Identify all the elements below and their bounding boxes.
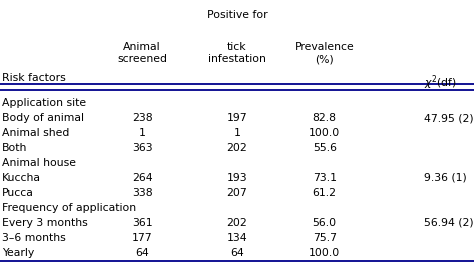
Text: 61.2: 61.2 — [313, 188, 337, 198]
Text: 82.8: 82.8 — [313, 113, 337, 123]
Text: tick
infestation: tick infestation — [208, 42, 266, 64]
Text: Prevalence
(%): Prevalence (%) — [295, 42, 355, 64]
Text: Both: Both — [2, 143, 28, 153]
Text: 363: 363 — [132, 143, 153, 153]
Text: 64: 64 — [135, 248, 149, 258]
Text: Yearly: Yearly — [2, 248, 35, 258]
Text: Application site: Application site — [2, 98, 86, 108]
Text: 361: 361 — [132, 218, 153, 228]
Text: 73.1: 73.1 — [313, 173, 337, 183]
Text: 47.95 (2): 47.95 (2) — [424, 113, 474, 123]
Text: 64: 64 — [230, 248, 244, 258]
Text: 55.6: 55.6 — [313, 143, 337, 153]
Text: Kuccha: Kuccha — [2, 173, 41, 183]
Text: 338: 338 — [132, 188, 153, 198]
Text: 100.0: 100.0 — [309, 128, 340, 138]
Text: $\chi^2$(df): $\chi^2$(df) — [424, 73, 457, 92]
Text: 202: 202 — [227, 218, 247, 228]
Text: 1: 1 — [234, 128, 240, 138]
Text: 207: 207 — [227, 188, 247, 198]
Text: 75.7: 75.7 — [313, 233, 337, 243]
Text: Animal shed: Animal shed — [2, 128, 70, 138]
Text: 56.94 (2): 56.94 (2) — [424, 218, 474, 228]
Text: 238: 238 — [132, 113, 153, 123]
Text: 9.36 (1): 9.36 (1) — [424, 173, 467, 183]
Text: 177: 177 — [132, 233, 153, 243]
Text: Every 3 months: Every 3 months — [2, 218, 88, 228]
Text: Risk factors: Risk factors — [2, 73, 66, 83]
Text: Pucca: Pucca — [2, 188, 34, 198]
Text: 56.0: 56.0 — [313, 218, 337, 228]
Text: Body of animal: Body of animal — [2, 113, 84, 123]
Text: 264: 264 — [132, 173, 153, 183]
Text: 134: 134 — [227, 233, 247, 243]
Text: 193: 193 — [227, 173, 247, 183]
Text: 197: 197 — [227, 113, 247, 123]
Text: Animal
screened: Animal screened — [117, 42, 167, 64]
Text: 202: 202 — [227, 143, 247, 153]
Text: Animal house: Animal house — [2, 158, 76, 168]
Text: 3–6 months: 3–6 months — [2, 233, 66, 243]
Text: Frequency of application: Frequency of application — [2, 203, 137, 213]
Text: 1: 1 — [139, 128, 146, 138]
Text: 100.0: 100.0 — [309, 248, 340, 258]
Text: Positive for: Positive for — [207, 10, 267, 20]
